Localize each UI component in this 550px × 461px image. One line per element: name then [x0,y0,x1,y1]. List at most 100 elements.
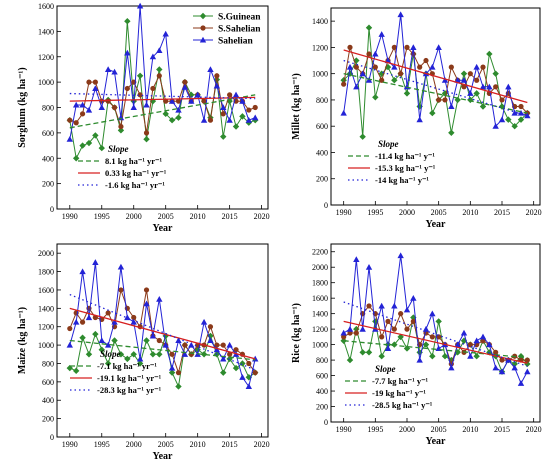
data-point [200,116,208,123]
y-tick-label: 400 [316,148,328,157]
data-point [149,332,157,339]
data-point [232,123,240,130]
data-point [467,353,474,359]
y-tick-label: 800 [316,96,328,105]
data-point [162,110,169,118]
data-point [460,77,468,83]
data-point [130,351,137,358]
data-point [92,330,99,338]
data-point [130,318,137,325]
x-axis-label: Year [426,436,447,447]
data-point [346,356,354,364]
data-point [473,337,480,344]
data-point [188,97,195,104]
data-point [435,44,442,50]
y-tick-label: 1000 [38,341,54,350]
data-point [454,341,461,348]
data-point [498,116,506,123]
data-point [410,318,416,324]
x-tick-label: 2005 [158,212,174,221]
data-point [79,111,86,117]
x-tick-label: 2010 [190,440,206,449]
y-tick-label: 1400 [312,310,328,319]
data-point [92,85,99,92]
series-line [343,27,528,137]
data-point [207,66,214,72]
data-point [511,109,518,116]
data-point [124,18,131,25]
data-point [486,341,493,348]
y-tick-label: 800 [316,356,328,365]
data-point [493,84,499,90]
y-tick-label: 1000 [312,341,328,350]
series-line [343,255,528,385]
data-point [473,90,480,97]
data-point [124,49,131,56]
data-point [365,77,373,83]
data-point [105,310,111,316]
x-tick-label: 2005 [158,440,174,449]
data-point [346,63,354,70]
data-point [391,326,397,332]
data-point [73,120,79,126]
y-tick-label: 2200 [312,248,328,257]
data-point [220,133,227,140]
x-tick-label: 2020 [526,425,542,434]
y-tick-label: 1200 [312,325,328,334]
data-point [149,53,157,60]
data-point [442,97,448,103]
data-point [156,295,163,302]
trend-line [69,96,256,102]
data-point [124,355,131,363]
data-point [359,133,366,140]
y-tick-label: 600 [42,378,54,387]
y-tick-label: 1200 [38,323,54,332]
x-tick-label: 2010 [190,212,206,221]
slope-value: 8.1 kg ha⁻¹ yr⁻¹ [105,156,162,166]
data-point [104,66,112,72]
y-tick-label: 800 [42,359,54,368]
slope-title: Slope [375,364,396,374]
x-tick-label: 2020 [526,208,542,217]
data-point [353,64,359,70]
slope-value: -14 kg ha⁻¹ y⁻¹ [375,175,429,185]
x-tick-label: 2015 [494,425,510,434]
x-tick-label: 1995 [94,440,110,449]
data-point [136,360,144,367]
y-tick-label: 1600 [312,294,328,303]
data-point [353,256,360,263]
data-point [378,31,385,37]
data-point [474,77,480,83]
x-tick-label: 1990 [62,212,78,221]
data-point [473,353,480,360]
data-point [391,63,398,70]
data-point [220,111,226,117]
data-point [85,106,93,113]
legend-marker [200,25,206,31]
data-point [227,92,233,98]
data-point [182,342,188,348]
data-point [72,367,80,375]
data-point [98,346,105,353]
trend-line [343,59,528,117]
y-tick-label: 400 [42,154,54,163]
data-point [505,356,512,363]
x-tick-label: 2000 [126,212,142,221]
x-tick-label: 1990 [336,208,352,217]
y-tick-label: 2000 [312,263,328,272]
y-tick-label: 1000 [312,70,328,79]
data-point [441,353,449,360]
y-tick-label: 800 [42,104,54,113]
data-point [175,383,182,390]
data-point [448,129,455,136]
data-point [245,383,253,390]
x-axis-label: Year [153,223,174,234]
trend-line [69,94,256,129]
data-point [499,97,505,103]
data-point [410,44,417,50]
data-point [517,109,525,116]
data-point [239,97,246,104]
series-line [69,74,256,133]
data-point [460,329,468,336]
trend-line [69,339,256,361]
